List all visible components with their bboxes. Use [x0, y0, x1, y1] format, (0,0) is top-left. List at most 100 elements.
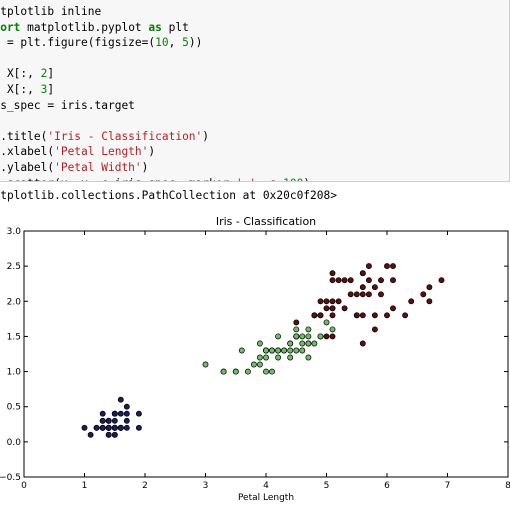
code-token: 'Petal Width'	[54, 160, 142, 174]
code-line: plt.scatter(x, y, c=iris_spec, marker='.…	[0, 176, 310, 181]
y-tick-label: 1.0	[7, 368, 22, 378]
code-token: 'Iris - Classification'	[47, 129, 203, 143]
code-token: 5	[182, 36, 189, 50]
point-virginica	[378, 277, 384, 284]
code-token: 10	[155, 36, 169, 50]
code-line	[0, 51, 310, 67]
point-virginica	[359, 291, 366, 298]
point-versicolor	[202, 361, 209, 368]
x-axis: 0 1 2 3 4 5 6 7 8	[21, 231, 510, 491]
point-versicolor	[287, 347, 294, 354]
code-line: y = X[:, 3]	[0, 82, 310, 98]
point-virginica	[371, 284, 378, 291]
x-tick-label: 8	[505, 481, 510, 491]
point-virginica	[365, 263, 372, 270]
point-virginica	[371, 326, 378, 333]
point-versicolor	[263, 347, 269, 354]
x-tick-label: 7	[445, 481, 451, 491]
code-token: fig = plt.figure(figsize=(	[0, 36, 156, 50]
point-virginica	[317, 298, 324, 305]
point-virginica	[311, 312, 318, 319]
point-versicolor	[275, 333, 282, 340]
point-virginica	[293, 319, 300, 326]
code-token: plt.xlabel(	[0, 145, 55, 159]
point-versicolor	[293, 326, 300, 333]
point-versicolor	[293, 347, 300, 354]
point-virginica	[359, 284, 366, 291]
point-virginica	[323, 333, 330, 340]
code-line: iris_spec = iris.target	[0, 98, 310, 114]
point-virginica	[335, 277, 342, 284]
point-setosa	[135, 424, 142, 431]
code-token: iris_spec = iris.target	[0, 98, 135, 112]
point-versicolor	[256, 354, 263, 361]
point-setosa	[117, 396, 124, 403]
y-tick-label: 3.0	[7, 227, 22, 237]
point-versicolor	[220, 368, 227, 375]
x-tick-label: 4	[263, 481, 269, 491]
point-virginica	[390, 263, 396, 270]
point-versicolor	[299, 340, 306, 347]
point-virginica	[323, 305, 330, 312]
point-virginica	[341, 277, 348, 284]
point-setosa	[99, 410, 106, 417]
point-versicolor	[275, 354, 282, 361]
point-virginica	[371, 312, 378, 319]
point-versicolor	[329, 326, 336, 333]
point-virginica	[426, 284, 433, 291]
y-tick-label: 1.5	[7, 332, 21, 342]
x-tick-label: 2	[142, 481, 148, 491]
point-setosa	[99, 417, 106, 424]
code-token: plt	[161, 20, 189, 34]
point-versicolor	[287, 354, 294, 361]
point-setosa	[87, 431, 94, 438]
point-versicolor	[311, 340, 318, 347]
code-token: plt.title(	[0, 129, 48, 143]
code-token: )	[202, 129, 210, 143]
point-virginica	[402, 312, 409, 319]
point-virginica	[323, 298, 330, 305]
point-virginica	[329, 312, 336, 319]
code-token: )	[141, 160, 149, 174]
point-setosa	[111, 424, 118, 431]
point-versicolor	[305, 354, 312, 361]
code-editor[interactable]: %matplotlib inline import matplotlib.pypl…	[0, 4, 310, 181]
code-cell[interactable]: %matplotlib inline import matplotlib.pypl…	[0, 0, 510, 182]
point-versicolor	[275, 347, 282, 354]
code-token: )	[303, 177, 310, 181]
code-line: x = X[:, 2]	[0, 66, 310, 82]
point-virginica	[359, 340, 366, 347]
point-setosa	[99, 424, 106, 431]
y-tick-label: 2.0	[7, 297, 22, 307]
x-tick-label: 6	[384, 481, 390, 491]
point-versicolor	[263, 354, 269, 361]
point-virginica	[359, 270, 366, 277]
point-setosa	[123, 410, 130, 417]
point-virginica	[378, 291, 384, 298]
point-versicolor	[299, 333, 306, 340]
data-points	[81, 263, 445, 438]
code-token: matplotlib.pyplot	[20, 20, 149, 34]
code-token: import	[0, 20, 21, 34]
code-token: %matplotlib inline	[0, 5, 102, 18]
point-versicolor	[269, 347, 275, 354]
point-virginica	[390, 277, 396, 284]
point-setosa	[111, 431, 118, 438]
point-versicolor	[238, 347, 245, 354]
code-line: plt.ylabel('Petal Width')	[0, 160, 310, 176]
code-token: x = X[:,	[0, 67, 34, 81]
x-axis-label: Petal Length	[238, 493, 294, 503]
code-line	[0, 113, 310, 129]
code-token: 3	[40, 82, 48, 96]
point-setosa	[105, 417, 112, 424]
code-token: as	[148, 20, 162, 34]
point-virginica	[438, 277, 445, 284]
code-line: %matplotlib inline	[0, 4, 310, 20]
point-virginica	[426, 298, 433, 305]
code-line: import matplotlib.pyplot as plt	[0, 20, 310, 36]
point-setosa	[81, 424, 88, 431]
point-versicolor	[281, 347, 288, 354]
point-virginica	[329, 333, 336, 340]
y-tick-label: 0.0	[7, 438, 22, 448]
x-tick-label: 0	[21, 481, 27, 491]
